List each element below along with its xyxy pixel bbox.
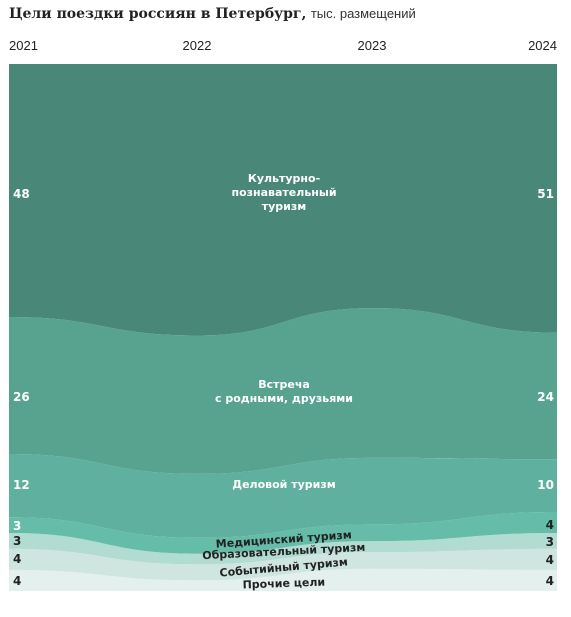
series-label: Встреча с родными, друзьями: [215, 378, 353, 405]
right-value-label: 24: [537, 390, 554, 404]
left-value-label: 4: [13, 574, 21, 588]
area-2: [9, 533, 557, 565]
chart-unit: тыс. размещений: [310, 6, 416, 21]
series-label: Культурно-познавательный туризм: [231, 172, 336, 213]
area-4: [9, 453, 557, 538]
right-value-label: 4: [546, 574, 554, 588]
year-label-2021: 2021: [9, 38, 38, 53]
area-0: [9, 568, 557, 591]
right-value-label: 10: [537, 478, 554, 492]
right-value-label: 3: [546, 535, 554, 549]
series-label: Деловой туризм: [232, 478, 335, 491]
area-3: [9, 511, 557, 554]
right-value-label: 51: [537, 187, 554, 201]
left-value-label: 12: [13, 478, 30, 492]
area-6: [9, 64, 557, 336]
left-value-label: 48: [13, 187, 30, 201]
series-label: Прочие цели: [242, 576, 325, 592]
area-1: [9, 548, 557, 581]
left-value-label: 3: [13, 519, 21, 533]
right-value-label: 4: [546, 553, 554, 567]
year-label-2022: 2022: [183, 38, 212, 53]
left-value-label: 4: [13, 552, 21, 566]
chart-title: Цели поездки россиян в Петербург, тыс. р…: [9, 6, 416, 22]
left-value-label: 3: [13, 534, 21, 548]
chart-title-text: Цели поездки россиян в Петербург,: [9, 6, 307, 22]
area-5: [9, 308, 557, 474]
year-label-2024: 2024: [528, 38, 557, 53]
right-value-label: 4: [546, 518, 554, 532]
year-label-2023: 2023: [358, 38, 387, 53]
left-value-label: 26: [13, 390, 30, 404]
